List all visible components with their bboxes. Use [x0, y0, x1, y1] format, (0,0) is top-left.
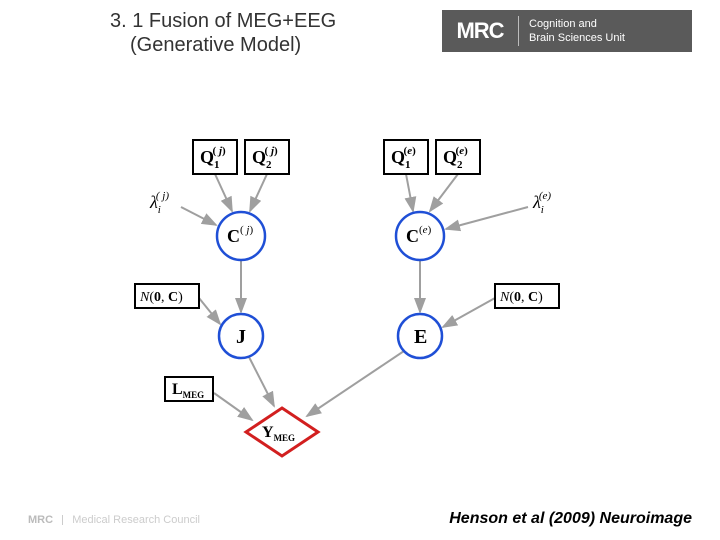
edge-lamj-Cj [181, 207, 216, 225]
node-Cj [217, 212, 265, 260]
edge-Lmeg-Ymeg [214, 393, 252, 420]
edge-N0Cl-J [199, 298, 220, 324]
edge-Q2e-Ce [430, 174, 458, 211]
math-labels: Q1( j) Q2( j) Q1(e) Q2(e) λi( j) λi(e) C… [139, 145, 551, 443]
label-lambda-j: λi( j) [149, 190, 169, 216]
edge-Q1e-Ce [406, 174, 413, 211]
edge-J-Ymeg [249, 357, 274, 406]
edge-Q1j-Cj [215, 174, 232, 211]
label-E: E [414, 326, 427, 348]
node-Ce [396, 212, 444, 260]
label-lambda-e: λi(e) [532, 190, 551, 216]
generative-model-diagram: Q1( j) Q2( j) Q1(e) Q2(e) λi( j) λi(e) C… [0, 0, 720, 540]
edge-E-Ymeg [307, 351, 404, 416]
edge-N0Cr-E [443, 298, 495, 327]
edge-Q2j-Cj [250, 174, 267, 211]
footer-mrc: MRC Medical Research Council [28, 514, 200, 526]
label-N0C-right: N(0, C) [499, 290, 543, 305]
edge-lame-Ce [446, 207, 528, 229]
footer-divider [62, 515, 63, 525]
label-J: J [236, 326, 246, 348]
label-N0C-left: N(0, C) [139, 290, 183, 305]
citation: Henson et al (2009) Neuroimage [449, 510, 692, 528]
footer-mrc-logo: MRC [28, 514, 53, 526]
footer-mrc-sub: Medical Research Council [72, 514, 200, 526]
edges [181, 174, 528, 420]
boxes [135, 140, 559, 401]
